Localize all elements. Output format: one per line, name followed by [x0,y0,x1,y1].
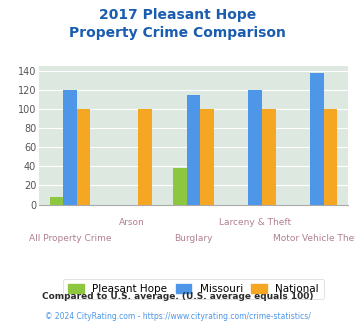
Bar [77,109,90,205]
Bar [63,90,77,205]
Bar [138,109,152,205]
Text: Arson: Arson [119,218,144,227]
Bar [262,109,275,205]
Text: Burglary: Burglary [174,234,213,243]
Bar [173,168,187,205]
Text: © 2024 CityRating.com - https://www.cityrating.com/crime-statistics/: © 2024 CityRating.com - https://www.city… [45,312,310,321]
Text: 2017 Pleasant Hope
Property Crime Comparison: 2017 Pleasant Hope Property Crime Compar… [69,8,286,40]
Bar [50,197,63,205]
Bar [310,73,324,205]
Text: Larceny & Theft: Larceny & Theft [219,218,291,227]
Text: All Property Crime: All Property Crime [29,234,111,243]
Bar [248,90,262,205]
Text: Compared to U.S. average. (U.S. average equals 100): Compared to U.S. average. (U.S. average … [42,292,313,301]
Bar [187,95,200,205]
Legend: Pleasant Hope, Missouri, National: Pleasant Hope, Missouri, National [63,279,324,299]
Text: Motor Vehicle Theft: Motor Vehicle Theft [273,234,355,243]
Bar [200,109,214,205]
Bar [324,109,337,205]
